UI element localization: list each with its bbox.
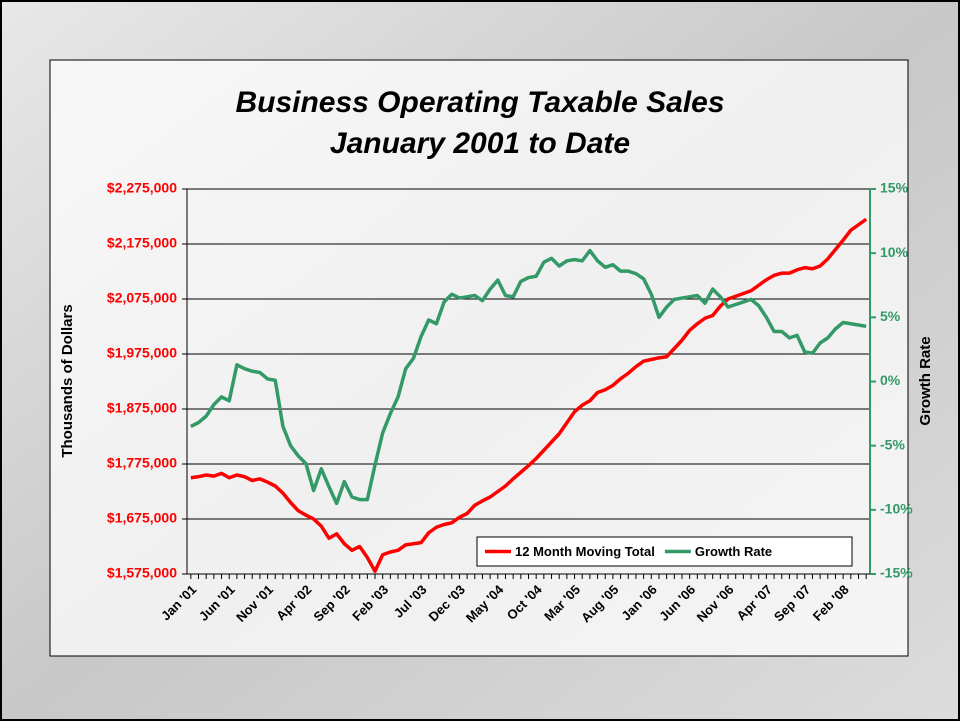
y-tick-label: $1,875,000	[107, 400, 177, 416]
y2-tick-label: 0%	[880, 372, 901, 388]
chart-subtitle: January 2001 to Date	[330, 127, 630, 160]
y-tick-label: $2,075,000	[107, 290, 177, 306]
y-tick-label: $1,975,000	[107, 345, 177, 361]
y2-tick-label: -5%	[880, 436, 905, 452]
y-tick-label: $2,275,000	[107, 180, 177, 196]
y-axis-title: Thousands of Dollars	[59, 304, 76, 457]
y-tick-label: $2,175,000	[107, 235, 177, 251]
y-tick-label: $1,675,000	[107, 510, 177, 526]
legend-label: 12 Month Moving Total	[515, 544, 655, 559]
legend-label: Growth Rate	[695, 544, 772, 559]
y2-axis-title: Growth Rate	[917, 336, 934, 425]
y2-tick-label: 5%	[880, 308, 901, 324]
series-line	[190, 217, 868, 573]
y2-tick-label: 10%	[880, 244, 909, 260]
y2-tick-label: 15%	[880, 180, 909, 196]
series-line	[190, 248, 867, 506]
y-tick-label: $1,575,000	[107, 565, 177, 581]
chart-title: Business Operating Taxable Sales	[235, 86, 724, 119]
y2-tick-label: -15%	[880, 565, 913, 581]
y2-tick-label: -10%	[880, 501, 913, 517]
y-tick-label: $1,775,000	[107, 455, 177, 471]
legend	[476, 536, 853, 567]
